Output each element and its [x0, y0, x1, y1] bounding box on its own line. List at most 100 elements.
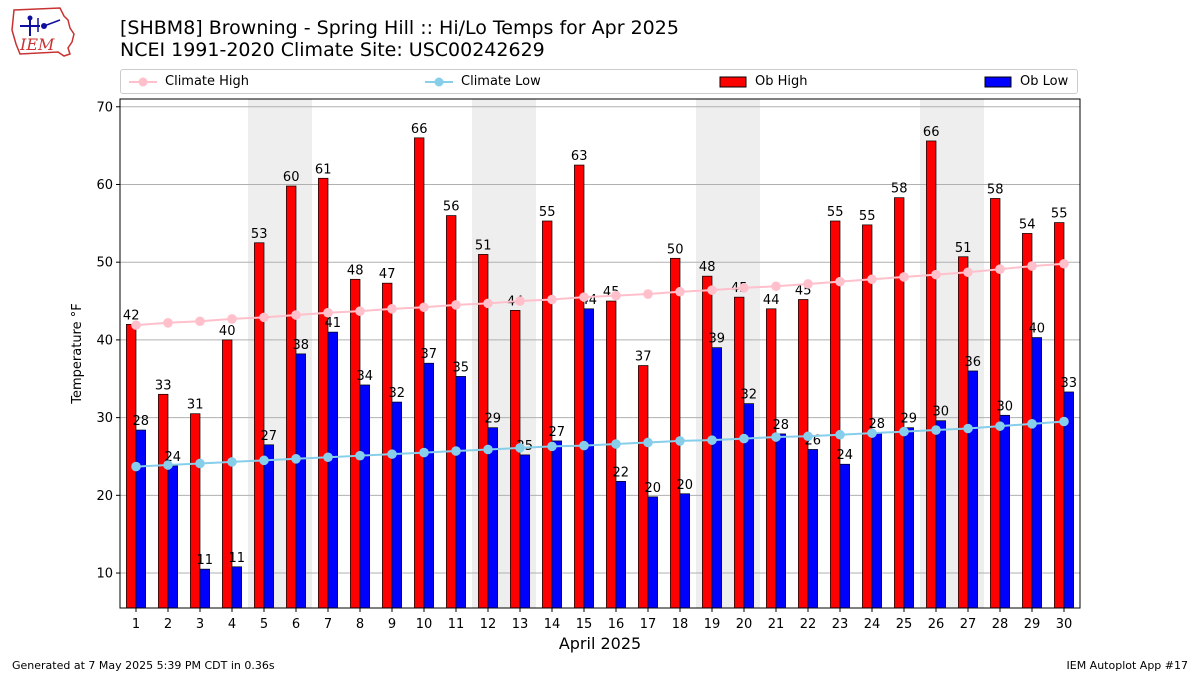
x-tick-label: 25	[896, 617, 913, 632]
bar-label-ob-low: 29	[485, 412, 502, 427]
x-tick-label: 26	[928, 617, 945, 632]
point-climate-high	[739, 283, 749, 293]
bar-ob-high	[542, 220, 553, 609]
point-climate-high	[227, 314, 237, 324]
point-climate-low	[611, 439, 621, 449]
bar-label-ob-low: 32	[741, 388, 758, 403]
bar-label-ob-low: 30	[997, 399, 1014, 414]
bar-ob-high	[318, 177, 329, 609]
bar-label-ob-low: 37	[421, 347, 438, 362]
x-tick-label: 9	[388, 617, 396, 632]
bar-label-ob-high: 63	[571, 149, 588, 164]
bar-ob-low	[423, 362, 434, 609]
bar-label-ob-low: 38	[293, 338, 310, 353]
legend-swatch-climate-low	[425, 77, 453, 86]
x-tick-label: 18	[672, 617, 689, 632]
point-climate-high	[803, 279, 813, 289]
bar-ob-high	[766, 308, 777, 609]
point-climate-high	[451, 300, 461, 310]
bar-label-ob-low: 34	[357, 369, 374, 384]
bar-label-ob-high: 31	[187, 398, 204, 413]
bar-label-ob-low: 11	[197, 553, 214, 568]
point-climate-high	[611, 290, 621, 301]
bar-ob-low	[615, 480, 626, 609]
point-climate-high	[835, 276, 845, 287]
y-tick-label: 20	[96, 489, 113, 504]
bar-ob-low	[327, 331, 338, 609]
legend-item-ob-low: Ob Low	[984, 70, 1068, 93]
bar-label-ob-low: 28	[133, 414, 150, 429]
x-axis-label: April 2025	[559, 634, 641, 653]
x-tick-label: 6	[292, 617, 300, 632]
bar-ob-high	[798, 299, 809, 609]
point-climate-high	[579, 292, 589, 302]
bar-ob-high	[158, 393, 169, 609]
generated-timestamp: Generated at 7 May 2025 5:39 PM CDT in 0…	[12, 659, 275, 672]
bar-label-ob-high: 60	[283, 170, 300, 185]
x-tick-label: 23	[832, 617, 849, 632]
bar-label-ob-high: 66	[923, 125, 940, 140]
bar-ob-high	[222, 339, 233, 609]
bar-ob-high	[670, 257, 681, 609]
y-tick-label: 40	[96, 333, 113, 348]
bar-ob-low	[647, 496, 658, 609]
bar-ob-low	[519, 454, 530, 609]
x-tick-label: 11	[448, 617, 465, 632]
point-climate-high	[419, 302, 429, 313]
point-climate-low	[163, 460, 173, 470]
bar-label-ob-high: 53	[251, 227, 268, 242]
point-climate-high	[1059, 258, 1069, 269]
bar-ob-high	[414, 137, 425, 609]
bar-label-ob-low: 35	[453, 360, 470, 375]
point-climate-high	[387, 304, 397, 314]
point-climate-high	[515, 296, 525, 306]
x-tick-label: 21	[768, 617, 785, 632]
bar-ob-high	[606, 300, 617, 609]
point-climate-high	[771, 281, 781, 292]
point-climate-high	[131, 320, 141, 330]
bar-ob-high	[894, 197, 905, 609]
x-tick-label: 3	[196, 617, 204, 632]
x-tick-label: 10	[416, 617, 433, 632]
legend-label-climate-high: Climate High	[165, 74, 250, 89]
x-tick-label: 14	[544, 617, 561, 632]
point-climate-low	[227, 457, 237, 467]
bar-label-ob-low: 27	[261, 429, 278, 444]
x-tick-label: 13	[512, 617, 529, 632]
point-climate-low	[675, 436, 685, 446]
bar-label-ob-low: 27	[549, 425, 566, 440]
point-climate-high	[707, 285, 717, 295]
point-climate-low	[995, 421, 1005, 431]
bar-label-ob-high: 48	[347, 263, 364, 278]
bar-ob-high	[190, 413, 201, 609]
bar-label-ob-high: 47	[379, 267, 396, 282]
y-tick-label: 50	[96, 256, 113, 271]
x-tick-label: 8	[356, 617, 364, 632]
bar-ob-low	[903, 427, 914, 609]
point-climate-high	[675, 286, 685, 297]
point-climate-high	[1027, 261, 1037, 271]
bar-label-ob-low: 29	[901, 412, 918, 427]
point-climate-low	[259, 455, 269, 466]
bar-ob-low	[199, 568, 210, 609]
bar-label-ob-high: 37	[635, 350, 652, 365]
bar-ob-high	[286, 185, 297, 609]
bar-label-ob-low: 11	[229, 551, 246, 566]
point-climate-low	[291, 453, 301, 464]
legend-swatch-ob-low	[984, 76, 1012, 87]
bar-ob-low	[391, 401, 402, 609]
point-climate-high	[355, 306, 365, 316]
bar-label-ob-low: 20	[677, 478, 694, 493]
legend-item-climate-low: Climate Low	[425, 70, 541, 93]
point-climate-low	[483, 444, 493, 455]
chart-legend: Climate High Climate Low Ob High Ob Low	[120, 69, 1078, 94]
bar-label-ob-low: 22	[613, 465, 630, 480]
bar-ob-low	[1031, 337, 1042, 609]
y-tick-label: 10	[96, 567, 113, 582]
bar-ob-low	[807, 449, 818, 609]
legend-swatch-ob-high	[719, 76, 747, 87]
point-climate-low	[707, 435, 717, 445]
x-tick-label: 1	[132, 617, 140, 632]
point-climate-low	[355, 450, 365, 461]
